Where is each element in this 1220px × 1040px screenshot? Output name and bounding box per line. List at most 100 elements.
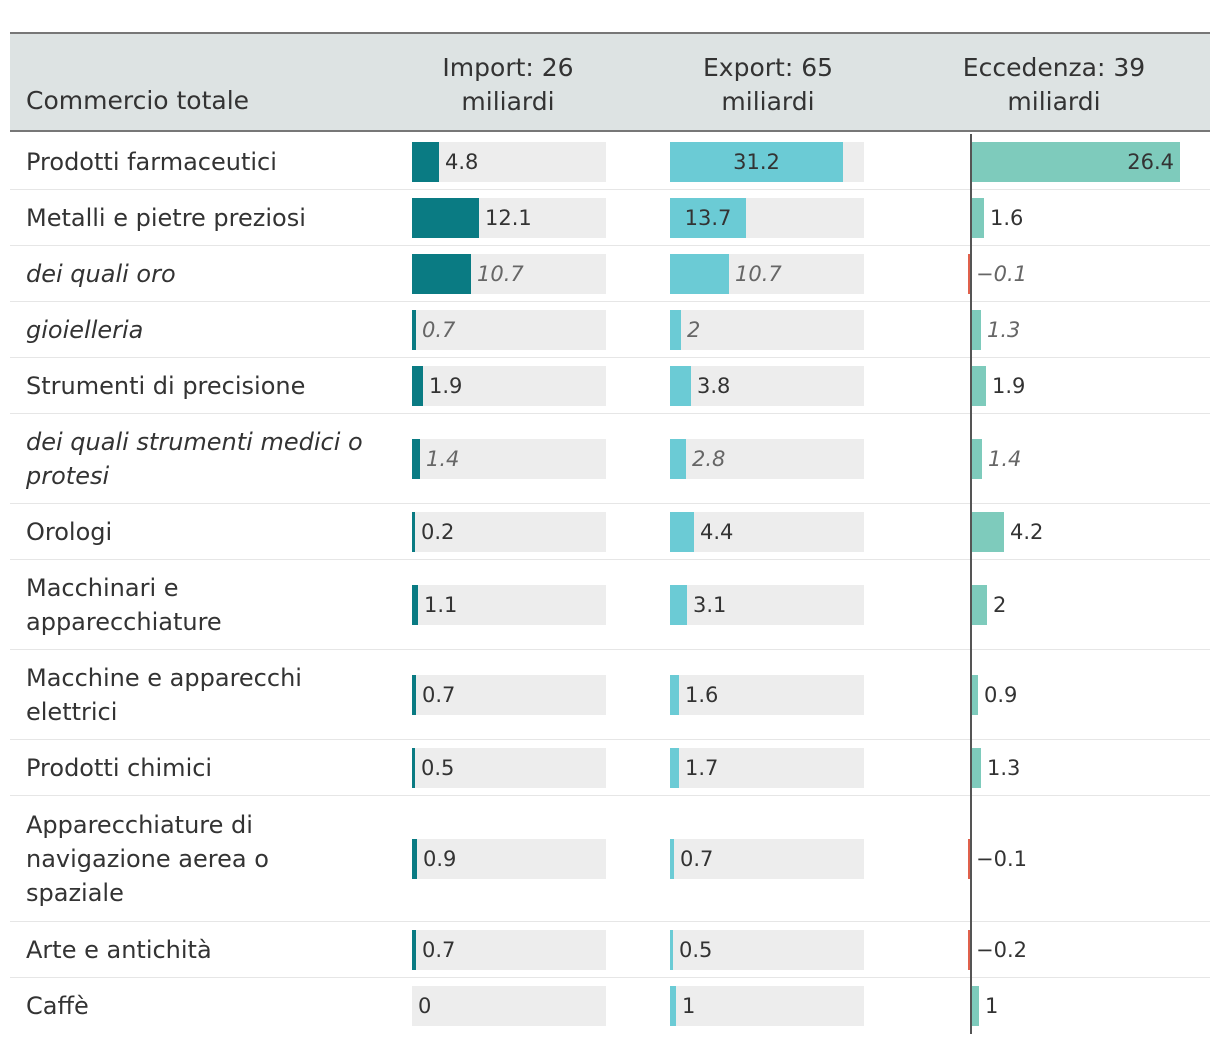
surplus-value: 1.4 — [988, 447, 1022, 471]
surplus-zero-axis — [970, 134, 972, 1034]
export-value: 1.6 — [685, 683, 719, 707]
export-value: 31.2 — [733, 150, 780, 174]
export-bar — [670, 439, 686, 479]
table-header: Commercio totale Import: 26 miliardi Exp… — [10, 32, 1210, 132]
import-value: 0.7 — [422, 318, 456, 342]
header-label: Commercio totale — [26, 86, 250, 115]
export-bar — [670, 512, 694, 552]
export-value: 13.7 — [684, 206, 732, 230]
export-value: 0.5 — [679, 938, 713, 962]
import-bar — [412, 198, 479, 238]
import-bar — [412, 675, 416, 715]
row-label: dei quali strumenti medici o protesi — [26, 428, 363, 490]
table-row: dei quali oro 10.7 10.7 −0.1 — [10, 246, 1210, 302]
surplus-value: −0.1 — [976, 847, 1027, 871]
export-bar — [670, 198, 746, 238]
export-bar — [670, 675, 679, 715]
row-label: Prodotti chimici — [26, 754, 213, 782]
import-bar — [412, 254, 471, 294]
table-row: Arte e antichità 0.7 0.5 −0.2 — [10, 922, 1210, 978]
header-export-line2: miliardi — [721, 87, 815, 116]
export-track — [670, 839, 864, 879]
import-value: 0.9 — [423, 847, 457, 871]
import-track — [412, 585, 606, 625]
import-value: 1.9 — [429, 374, 463, 398]
import-value: 10.7 — [477, 262, 524, 286]
surplus-value: 4.2 — [1010, 520, 1044, 544]
surplus-value: 1.6 — [990, 206, 1024, 230]
import-value: 1.1 — [424, 593, 458, 617]
export-track — [670, 675, 864, 715]
surplus-value: 0.9 — [984, 683, 1018, 707]
surplus-bar — [971, 512, 1004, 552]
export-value: 10.7 — [735, 262, 782, 286]
export-bar — [670, 366, 691, 406]
table-row: Apparecchiature di navigazione aerea o s… — [10, 796, 1210, 922]
import-bar — [412, 142, 439, 182]
surplus-bar — [968, 254, 971, 294]
row-label: Arte e antichità — [26, 936, 212, 964]
export-bar — [670, 254, 729, 294]
surplus-bar — [968, 930, 971, 970]
import-value: 0.2 — [421, 520, 455, 544]
export-track — [670, 930, 864, 970]
import-track — [412, 675, 606, 715]
surplus-bar — [971, 986, 979, 1026]
surplus-value: −0.2 — [976, 938, 1027, 962]
surplus-bar — [971, 585, 987, 625]
surplus-bar — [971, 310, 981, 350]
import-bar — [412, 839, 417, 879]
table-row: Metalli e pietre preziosi 12.1 13.7 1.6 — [10, 190, 1210, 246]
export-track — [670, 439, 864, 479]
import-value: 0.7 — [422, 683, 456, 707]
export-value: 1.7 — [685, 756, 719, 780]
export-value: 0.7 — [680, 847, 714, 871]
header-surplus-line2: miliardi — [1007, 87, 1101, 116]
export-track — [670, 748, 864, 788]
header-import-line1: Import: 26 — [442, 53, 574, 82]
export-track — [670, 986, 864, 1026]
header-export: Export: 65 miliardi — [670, 51, 866, 119]
surplus-value: 26.4 — [1127, 150, 1174, 174]
import-bar — [412, 366, 423, 406]
export-bar — [670, 748, 679, 788]
surplus-value: 1 — [985, 994, 999, 1018]
export-bar — [670, 839, 674, 879]
surplus-bar — [971, 366, 986, 406]
row-label: dei quali oro — [26, 260, 176, 288]
import-bar — [412, 310, 416, 350]
row-label: Apparecchiature di navigazione aerea o s… — [26, 811, 269, 907]
import-track — [412, 439, 606, 479]
export-track — [670, 366, 864, 406]
table-row: gioielleria 0.7 2 1.3 — [10, 302, 1210, 358]
surplus-value: 1.9 — [992, 374, 1026, 398]
surplus-bar — [971, 675, 978, 715]
table-row: Caffè 0 1 1 — [10, 978, 1210, 1034]
export-value: 2 — [687, 318, 701, 342]
table-row: Prodotti chimici 0.5 1.7 1.3 — [10, 740, 1210, 796]
table-row: Strumenti di precisione 1.9 3.8 1.9 — [10, 358, 1210, 414]
table-row: dei quali strumenti medici o protesi 1.4 2… — [10, 414, 1210, 504]
surplus-value: 2 — [993, 593, 1007, 617]
surplus-bar — [971, 198, 984, 238]
export-bar — [670, 986, 676, 1026]
import-bar — [412, 930, 416, 970]
import-bar — [412, 748, 415, 788]
surplus-bar — [968, 839, 971, 879]
surplus-bar — [971, 748, 981, 788]
export-bar — [670, 585, 687, 625]
export-track — [670, 512, 864, 552]
import-bar — [412, 585, 418, 625]
row-label: Metalli e pietre preziosi — [26, 204, 306, 232]
export-value: 1 — [682, 994, 696, 1018]
export-value: 4.4 — [700, 520, 734, 544]
row-label: Prodotti farmaceutici — [26, 148, 277, 176]
row-label: Macchine e apparecchi elettrici — [26, 664, 302, 726]
export-value: 2.8 — [692, 447, 726, 471]
import-track — [412, 366, 606, 406]
import-track — [412, 986, 606, 1026]
row-label: Strumenti di precisione — [26, 372, 306, 400]
import-bar — [412, 512, 415, 552]
export-bar — [670, 930, 673, 970]
